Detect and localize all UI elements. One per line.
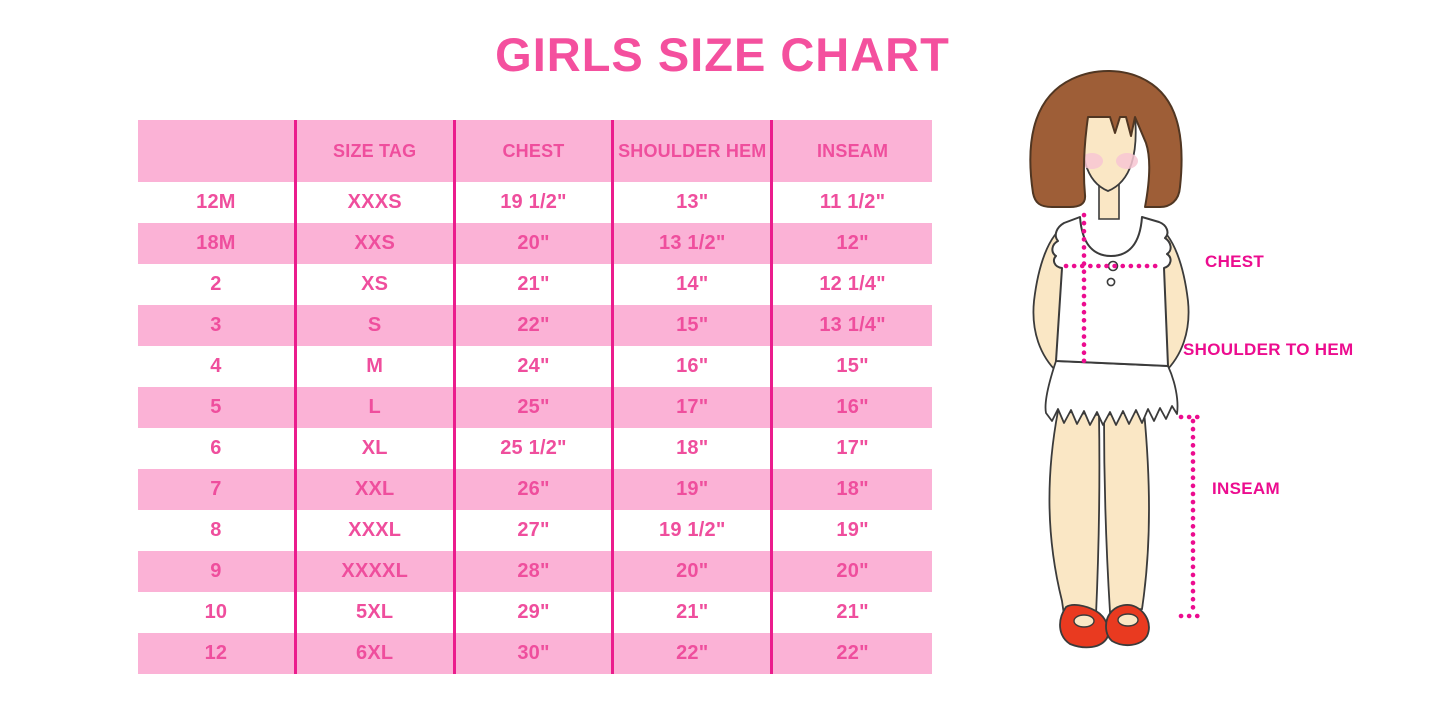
left-shoe-opening [1073,614,1095,628]
table-cell: XL [297,428,456,469]
table-cell: 5 [138,387,297,428]
table-cell: 17" [836,437,869,459]
page-title: GIRLS SIZE CHART [495,28,950,81]
shoulder-to-hem-label: SHOULDER TO HEM [1183,340,1354,359]
table-row: 4 M 24" 16" 15" [138,346,932,387]
table-cell: 10 [138,592,297,633]
table-cell: 20" [614,551,774,592]
table-cell: 24" [456,346,615,387]
inseam-label: INSEAM [1212,479,1280,498]
blush-right [1116,153,1138,169]
table-header-row: SIZE TAG CHEST SHOULDER HEM INSEAM [138,120,932,182]
table-row: 2 XS 21" 14" 12 1/4" [138,264,932,305]
header-cell-inseam: INSEAM [816,140,889,161]
header-cell-size-tag: SIZE TAG [297,120,456,182]
table-cell: 13 1/4" [819,314,886,336]
table-row: 7 XXL 26" 19" 18" [138,469,932,510]
table-cell: 28" [456,551,615,592]
table-cell: 7 [138,469,297,510]
header-cell-shoulder-hem: SHOULDER HEM [614,120,774,182]
table-row: 6 XL 25 1/2" 18" 17" [138,428,932,469]
table-cell: 21" [836,601,869,623]
girl-hair [1029,70,1183,208]
table-cell: 19" [614,469,774,510]
table-cell: 20" [456,223,615,264]
table-cell: 18" [836,478,869,500]
table-cell: XS [297,264,456,305]
header-cell-chest: CHEST [456,120,615,182]
table-cell: 12M [138,182,297,223]
table-cell: 3 [138,305,297,346]
table-row: 10 5XL 29" 21" 21" [138,592,932,633]
table-cell: 20" [836,560,869,582]
table-cell: 17" [614,387,774,428]
chest-label: CHEST [1205,252,1265,271]
measurement-lines [1063,212,1208,619]
top-button-2 [1106,277,1116,287]
table-cell: 16" [614,346,774,387]
table-cell: 22" [614,633,774,674]
table-cell: 19 1/2" [456,182,615,223]
table-row: 8 XXXL 27" 19 1/2" 19" [138,510,932,551]
right-shoe-opening [1117,613,1139,627]
table-cell: 12" [836,232,869,254]
table-cell: 9 [138,551,297,592]
table-row: 18M XXS 20" 13 1/2" 12" [138,223,932,264]
table-cell: 13 1/2" [614,223,774,264]
table-cell: 6 [138,428,297,469]
table-cell: 30" [456,633,615,674]
table-cell: 11 1/2" [819,191,886,213]
table-row: 3 S 22" 15" 13 1/4" [138,305,932,346]
table-cell: 22" [836,642,869,664]
table-cell: 22" [456,305,615,346]
table-cell: 16" [836,396,869,418]
table-cell: M [297,346,456,387]
table-cell: 21" [614,592,774,633]
table-cell: 27" [456,510,615,551]
table-cell: L [297,387,456,428]
table-cell: 6XL [297,633,456,674]
girl-top [1051,216,1172,367]
girl-right-leg [1103,410,1150,613]
table-cell: 12 [138,633,297,674]
table-cell: XXS [297,223,456,264]
table-cell: XXXL [297,510,456,551]
table-cell: 29" [456,592,615,633]
table-cell: 5XL [297,592,456,633]
girl-illustration [1029,70,1208,649]
girl-left-leg [1048,410,1101,616]
table-cell: 15" [614,305,774,346]
table-cell: 13" [614,182,774,223]
girl-measurement-figure: CHEST SHOULDER TO HEM INSEAM [1000,55,1445,675]
table-cell: 15" [836,355,869,377]
table-body: 12M XXXS 19 1/2" 13" 11 1/2" 18M XXS 20" 13 1/2"… [138,182,932,674]
blush-left [1081,153,1103,169]
table-row: 12 6XL 30" 22" 22" [138,633,932,674]
table-cell: 18" [614,428,774,469]
table-cell: 19 1/2" [614,510,774,551]
size-table: SIZE TAG CHEST SHOULDER HEM INSEAM 12M XX… [138,120,932,674]
table-row: 9 XXXXL 28" 20" 20" [138,551,932,592]
table-cell: S [297,305,456,346]
girl-skirt [1044,360,1179,426]
table-row: 12M XXXS 19 1/2" 13" 11 1/2" [138,182,932,223]
table-cell: 8 [138,510,297,551]
table-cell: 21" [456,264,615,305]
table-cell: XXXXL [297,551,456,592]
table-cell: 19" [836,519,869,541]
table-cell: 12 1/4" [819,273,886,295]
table-row: 5 L 25" 17" 16" [138,387,932,428]
table-cell: 25 1/2" [456,428,615,469]
table-cell: XXXS [297,182,456,223]
table-cell: 2 [138,264,297,305]
table-cell: 14" [614,264,774,305]
table-cell: 18M [138,223,297,264]
table-cell: 26" [456,469,615,510]
table-cell: XXL [297,469,456,510]
table-cell: 25" [456,387,615,428]
table-cell: 4 [138,346,297,387]
header-cell-blank [138,120,297,182]
